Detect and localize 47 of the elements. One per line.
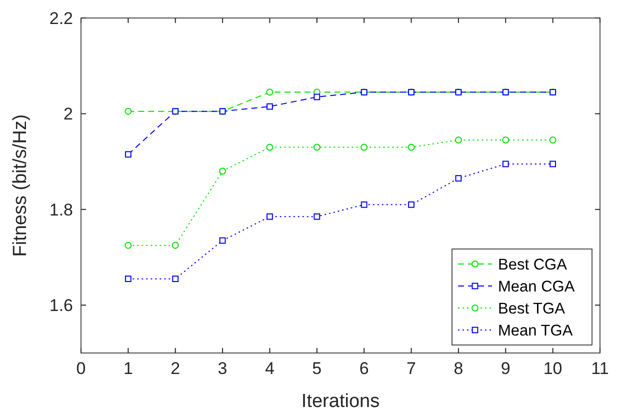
x-tick-label: 10 xyxy=(543,359,562,378)
point xyxy=(549,136,556,144)
x-tick-label: 7 xyxy=(406,359,416,378)
point xyxy=(502,136,510,144)
x-tick-label: 3 xyxy=(218,359,228,378)
x-tick-label: 6 xyxy=(359,359,369,378)
point xyxy=(313,144,320,151)
point xyxy=(314,213,320,220)
point xyxy=(124,276,132,282)
point xyxy=(266,213,273,220)
x-axis-title: Iterations xyxy=(301,391,380,412)
x-tick-label: 0 xyxy=(76,359,86,378)
legend-label: Mean CGA xyxy=(498,278,576,296)
point xyxy=(502,160,509,168)
point xyxy=(266,103,273,110)
y-tick-label: 2.2 xyxy=(49,9,73,28)
point xyxy=(172,276,179,282)
y-tick-label: 1.6 xyxy=(49,296,73,316)
point xyxy=(266,88,274,96)
x-tick-label: 11 xyxy=(591,359,609,378)
point xyxy=(455,175,462,182)
x-tick-label: 9 xyxy=(500,359,510,378)
point xyxy=(408,144,415,151)
x-tick-label: 4 xyxy=(264,359,274,378)
point xyxy=(124,151,132,158)
y-tick-label: 1.8 xyxy=(49,200,73,220)
point xyxy=(314,94,320,100)
y-axis-title: Fitness (bit/s/Hz) xyxy=(10,114,31,257)
point xyxy=(360,201,368,208)
x-tick-label: 8 xyxy=(454,359,464,378)
legend-label: Best CGA xyxy=(498,256,568,274)
point xyxy=(124,242,132,249)
legend-label: Best TGA xyxy=(498,300,566,318)
point xyxy=(172,242,179,249)
point xyxy=(266,144,274,151)
point xyxy=(360,144,368,151)
x-tick-label: 1 xyxy=(123,359,133,378)
x-tick-label: 2 xyxy=(170,359,180,378)
point xyxy=(219,237,226,244)
point xyxy=(124,108,132,115)
point xyxy=(454,136,462,144)
point xyxy=(219,168,226,175)
point xyxy=(550,160,556,168)
point xyxy=(408,201,414,208)
y-tick-label: 2 xyxy=(64,104,73,124)
legend-label: Mean TGA xyxy=(498,322,574,340)
x-tick-label: 5 xyxy=(312,359,322,378)
